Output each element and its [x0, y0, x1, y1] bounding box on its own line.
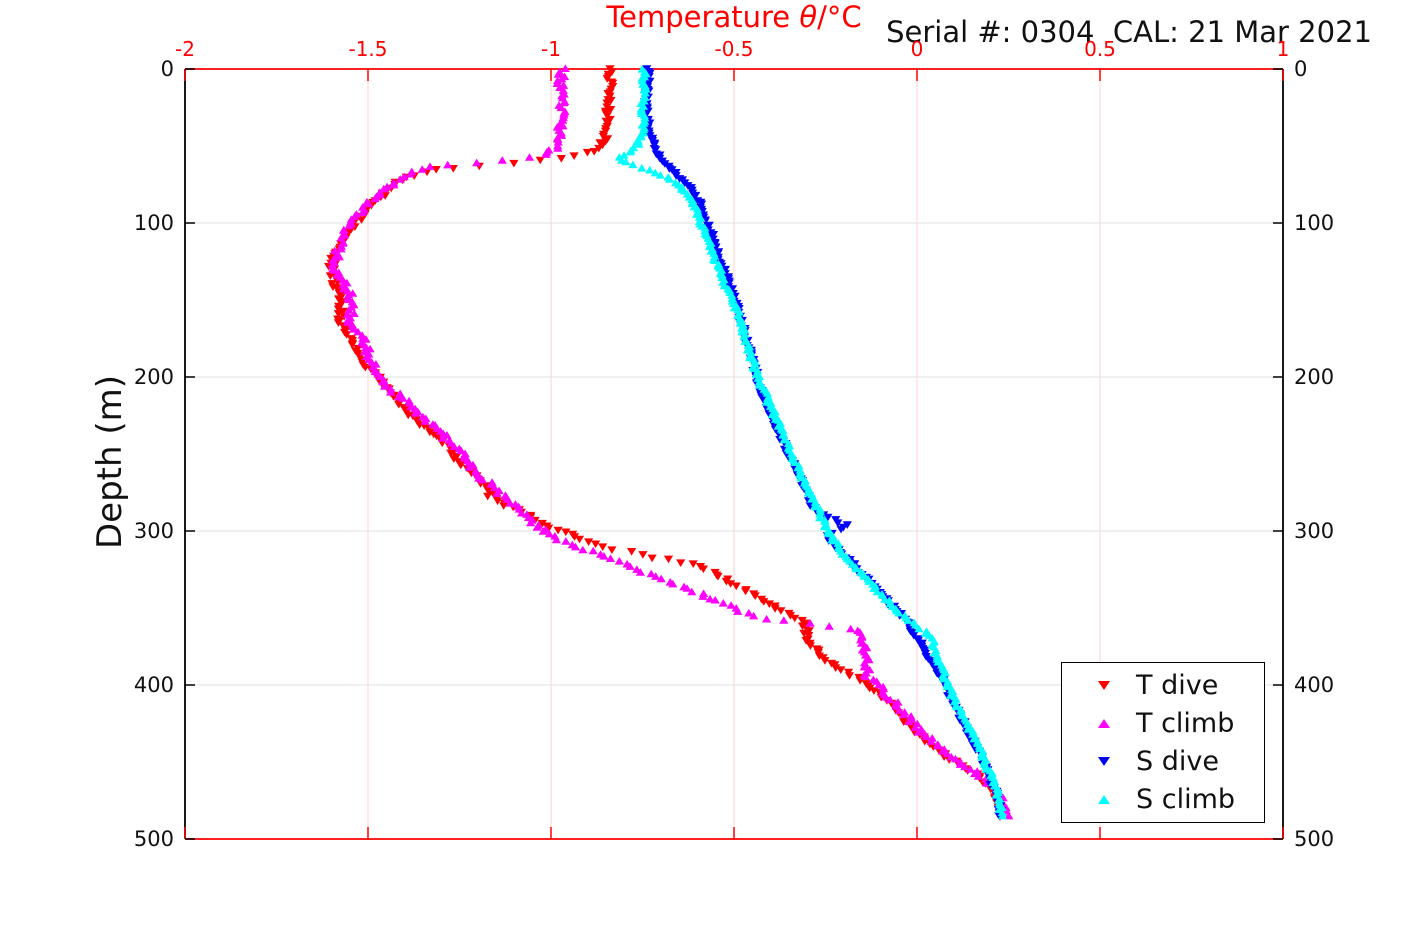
- y-tick-label-left: 300: [133, 519, 174, 543]
- y-tick-label-left: 0: [160, 57, 174, 81]
- title-units: /°C: [817, 0, 862, 34]
- x-tick-label: 1: [1276, 37, 1290, 61]
- y-tick-label-left: 200: [133, 365, 174, 389]
- serial-cal-annotation: Serial #: 0304 CAL: 21 Mar 2021: [886, 15, 1372, 49]
- legend-label-t-dive: T dive: [1136, 670, 1219, 702]
- x-tick-label: 0.5: [1084, 37, 1116, 61]
- y-tick-label-right: 300: [1294, 519, 1335, 543]
- legend-item-t-climb: T climb: [1062, 706, 1264, 742]
- legend-label-s-climb: S climb: [1136, 783, 1236, 815]
- legend-item-s-climb: S climb: [1062, 781, 1264, 817]
- y-tick-label-right: 200: [1294, 365, 1335, 389]
- s-climb-markers: [614, 65, 1008, 820]
- s-climb-marker-icon: [1098, 794, 1110, 804]
- y-tick-label-right: 100: [1294, 211, 1335, 235]
- x-tick-label: -0.5: [714, 37, 754, 61]
- x-tick-label: -2: [175, 37, 195, 61]
- x-tick-label: -1: [541, 37, 561, 61]
- y-tick-label-left: 400: [133, 673, 174, 697]
- chart-title: Temperature θ/°C: [185, 0, 1283, 34]
- y-tick-label-right: 0: [1294, 57, 1308, 81]
- title-text: Temperature: [606, 0, 800, 34]
- legend: T dive T climb S dive S climb: [1061, 662, 1265, 823]
- x-tick-label: 0: [910, 37, 924, 61]
- y-tick-label-left: 100: [133, 211, 174, 235]
- title-theta-symbol: θ: [799, 0, 818, 34]
- s-dive-markers: [640, 65, 1007, 820]
- legend-item-s-dive: S dive: [1062, 743, 1264, 779]
- s-dive-marker-icon: [1098, 756, 1110, 766]
- t-climb-marker-icon: [1098, 719, 1110, 729]
- legend-label-t-climb: T climb: [1136, 708, 1235, 740]
- y-tick-label-right: 400: [1294, 673, 1335, 697]
- x-tick-label: -1.5: [348, 37, 388, 61]
- y-tick-label-right: 500: [1294, 827, 1335, 851]
- t-dive-marker-icon: [1098, 681, 1110, 691]
- legend-item-t-dive: T dive: [1062, 668, 1264, 704]
- legend-label-s-dive: S dive: [1136, 745, 1219, 777]
- y-tick-label-left: 500: [133, 827, 174, 851]
